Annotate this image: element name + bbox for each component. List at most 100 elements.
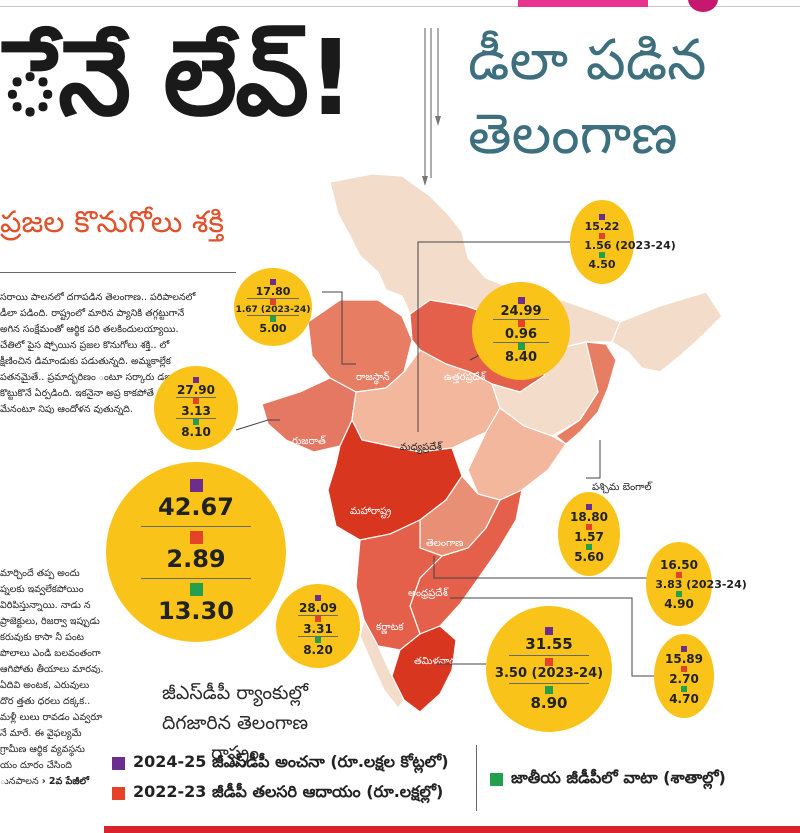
bubble-west-bengal: 18.80 1.57 5.60 [558, 492, 620, 576]
leader-gujarat [235, 419, 280, 431]
income-marker [315, 616, 321, 622]
map-west-bengal [554, 341, 617, 445]
continued-marker: › 2వ పేజీలో [41, 776, 90, 787]
article-column: సరాయి పాలనలో దగాపడిన తెలంగాణ.. పరిపాలనలో… [0, 290, 198, 424]
income-marker [676, 571, 682, 578]
income-value: 2.89 [166, 544, 226, 573]
share-value: 8.20 [303, 643, 333, 657]
divider [141, 577, 251, 579]
section-tab-bar [518, 0, 648, 7]
legend-gsdp: 2024-25 జీఎస్‌డీపీ అంచనా (రూ.లక్షల కోట్ల… [112, 748, 449, 778]
legend: 2024-25 జీఎస్‌డీపీ అంచనా (రూ.లక్షల కోట్ల… [112, 748, 449, 808]
subhead-line2: తెలంగాణ [468, 102, 678, 167]
map-label-maharashtra: మహారాష్ట్ర [350, 506, 391, 519]
divider [509, 654, 589, 656]
divider [298, 615, 338, 616]
legend-gsdp-swatch [112, 756, 125, 770]
income-marker [193, 398, 199, 404]
income-marker [270, 299, 276, 305]
legend-income-label: 2022-23 జీడీపీ తలసరి ఆదాయం (రూ.లక్షల్లో) [133, 781, 444, 801]
income-marker [517, 320, 525, 327]
share-value: 5.00 [259, 322, 287, 335]
income-value: 3.50 (2023-24) [494, 665, 604, 681]
gsdp-marker [545, 626, 553, 635]
gsdp-value: 28.09 [299, 601, 337, 615]
income-value: 3.83 (2023-24) [655, 577, 747, 591]
bubble-uttar-pradesh: 24.99 0.96 8.40 [472, 282, 570, 380]
gsdp-value: 42.67 [158, 492, 234, 521]
gsdp-marker [315, 595, 321, 601]
map-label-karnataka: కర్ణాటక [376, 622, 404, 634]
gsdp-value: 15.89 [665, 652, 703, 666]
income-value: 1.67 (2023-24) [235, 305, 311, 315]
income-marker [189, 530, 203, 544]
map-odisha [467, 407, 567, 501]
gsdp-marker [193, 377, 199, 383]
income-value: 2.70 [669, 672, 699, 686]
top-rule [0, 6, 800, 7]
gsdp-value: 31.55 [525, 634, 573, 653]
share-marker [681, 686, 687, 692]
map-label-andhra-pradesh: ఆంధ్రప్రదేశ్ [408, 587, 449, 599]
legend-income-swatch [112, 786, 125, 800]
kicker: ప్రజల కొనుగోలు శక్తి [0, 205, 225, 240]
bubble-gujarat: 27.90 3.13 8.10 [154, 366, 238, 450]
divider [247, 315, 299, 316]
leader-telangana [433, 556, 648, 579]
map-northeast [611, 291, 723, 373]
gsdp-value: 16.50 [660, 557, 698, 572]
leader-lines [235, 241, 666, 677]
share-value: 8.10 [181, 425, 211, 439]
rank-note-line2: దిగజారిన తెలంగాణ రాష్ట్రం [161, 712, 309, 764]
share-value: 4.90 [664, 596, 694, 611]
divider [176, 418, 216, 419]
article-paragraph-2: మార్చిందే తప్ప అందు ప్నలకు ఇవ్వలేకపోయిం … [0, 568, 104, 787]
bubble-madhya-pradesh: 15.22 1.56 (2023-24) 4.50 [570, 200, 676, 284]
gsdp-value: 17.80 [255, 285, 291, 298]
gsdp-marker [270, 279, 276, 285]
legend-share-swatch [490, 773, 503, 786]
gsdp-value: 24.99 [500, 304, 542, 319]
divider [298, 636, 338, 637]
share-marker [517, 343, 525, 350]
legend-income: 2022-23 జీడీపీ తలసరి ఆదాయం (రూ.లక్షల్లో) [112, 778, 449, 808]
divider [493, 319, 549, 320]
share-value: 5.60 [574, 550, 604, 564]
rank-note-line1: జీఎస్‌డీపీ ర్యాంకుల్లో [161, 682, 309, 704]
income-marker [586, 524, 592, 530]
income-value: 3.31 [303, 622, 333, 636]
kicker-rule [0, 272, 236, 273]
subhead-line1: డీలా పడిన [468, 28, 707, 93]
gsdp-marker [599, 213, 605, 220]
income-value: 0.96 [504, 327, 538, 342]
bubble-maharashtra: 42.67 2.89 13.30 [106, 462, 286, 642]
map-label-rajasthan: రాజస్థాన్ [356, 371, 390, 385]
subhead: డీలా పడిన తెలంగాణ [468, 24, 798, 172]
map-label-west-bengal: పశ్చిమ బెంగాల్ [592, 481, 653, 494]
legend-gsdp-label: 2024-25 జీఎస్‌డీపీ అంచనా (రూ.లక్షల కోట్ల… [133, 751, 449, 771]
leader-rajasthan [322, 291, 356, 365]
income-marker [599, 232, 605, 239]
gsdp-marker [586, 504, 592, 510]
gsdp-marker [681, 646, 687, 652]
share-value: 4.50 [588, 257, 616, 271]
share-value: 8.90 [530, 693, 568, 712]
down-arrow-icon [422, 28, 441, 186]
article-paragraph: సరాయి పాలనలో దగాపడిన తెలంగాణ.. పరిపాలనలో… [0, 292, 196, 415]
income-marker [545, 657, 553, 666]
share-marker [270, 316, 276, 322]
divider [493, 342, 549, 343]
bubble-andhra-pradesh: 15.89 2.70 4.70 [654, 634, 714, 718]
map-label-tamil-nadu: తమిళనాడు [414, 656, 461, 667]
share-marker [599, 251, 605, 258]
income-marker [681, 666, 687, 672]
divider [247, 298, 299, 299]
legend-share-label: జాతీయ జీడీపీలో వాటా (శాతాల్లో) [511, 768, 726, 787]
share-value: 4.70 [669, 692, 699, 706]
bubble-karnataka: 28.09 3.31 8.20 [276, 584, 360, 668]
legend-box [110, 745, 477, 811]
bubble-tamil-nadu: 31.55 3.50 (2023-24) 8.90 [486, 606, 612, 732]
leader-west-bengal [586, 440, 601, 479]
income-value: 3.13 [181, 404, 211, 418]
headline: ేనే లేవ్! [0, 17, 354, 139]
